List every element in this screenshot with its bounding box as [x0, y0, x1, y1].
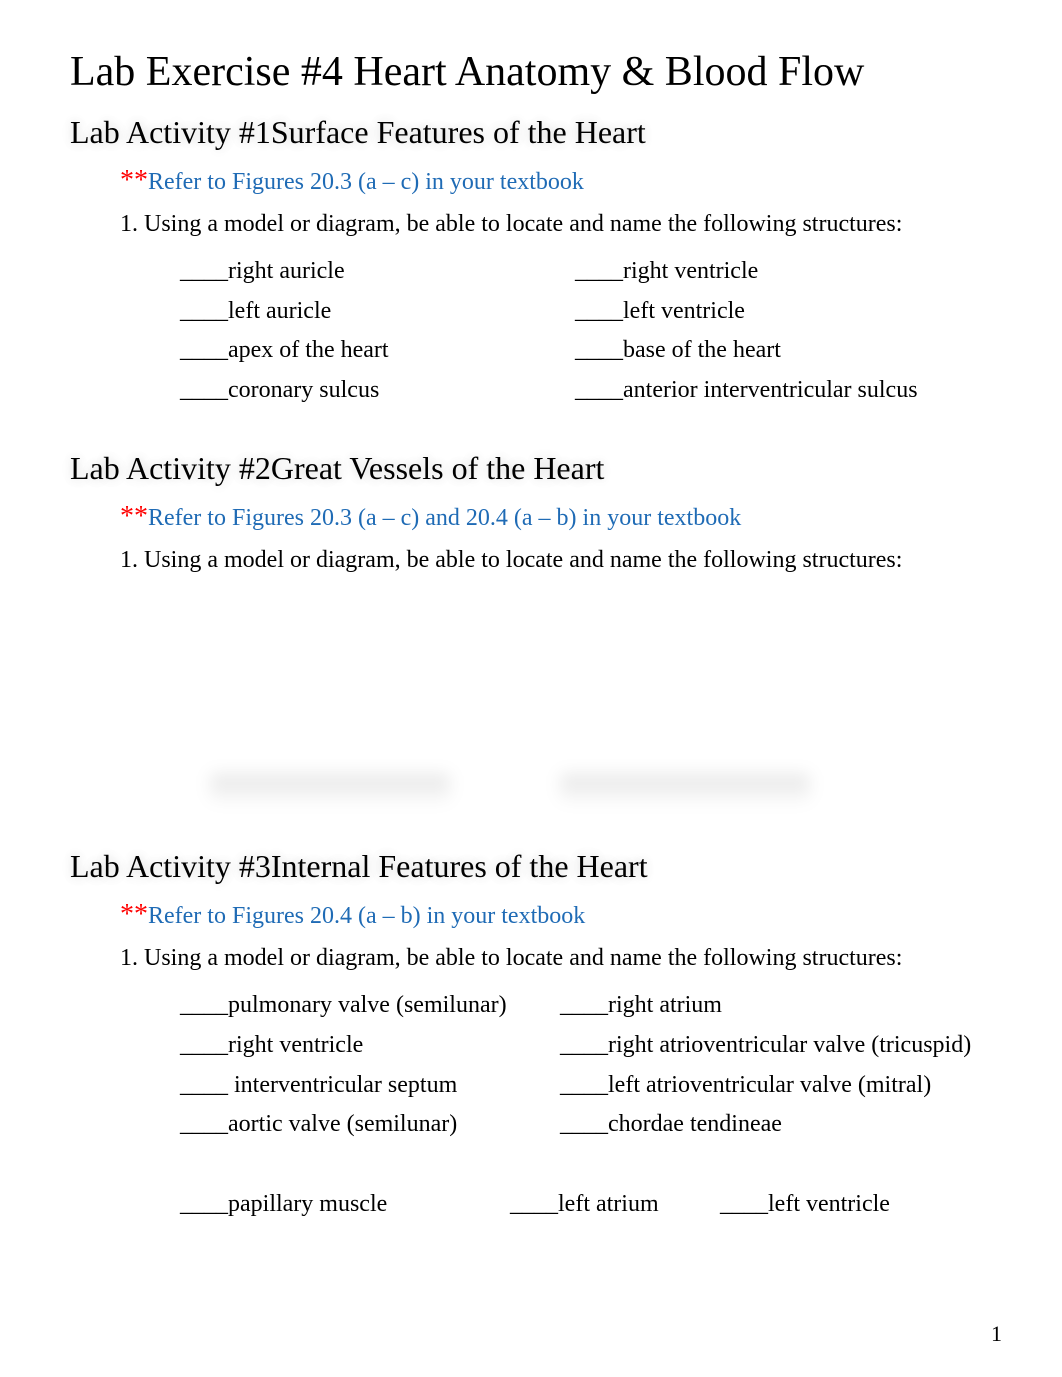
refer-text: Refer to Figures 20.3 (a – c) in your te…: [148, 169, 584, 195]
list-item: ____papillary muscle ____left atrium ___…: [180, 1185, 992, 1225]
blank-line[interactable]: ____: [510, 1191, 558, 1217]
item-label: interventricular septum: [228, 1072, 457, 1098]
blank-line[interactable]: ____: [575, 258, 623, 284]
list-item: ____apex of the heart ____base of the he…: [180, 331, 992, 371]
refer-text: Refer to Figures 20.3 (a – c) and 20.4 (…: [148, 505, 741, 531]
blank-line[interactable]: ____: [180, 1032, 228, 1058]
list-item: ____left auricle ____left ventricle: [180, 292, 992, 332]
asterisks-icon: **: [120, 501, 148, 532]
blank-line[interactable]: ____: [180, 298, 228, 324]
activity-1-checklist: ____right auricle ____right ventricle __…: [180, 252, 992, 410]
item-label: left atrium: [558, 1191, 659, 1217]
item-label: papillary muscle: [228, 1191, 387, 1217]
item-label: base of the heart: [623, 337, 781, 363]
item-label: right ventricle: [228, 1032, 363, 1058]
blank-line[interactable]: ____: [560, 1072, 608, 1098]
page-number: 1: [991, 1321, 1002, 1347]
item-label: apex of the heart: [228, 337, 389, 363]
asterisks-icon: **: [120, 899, 148, 930]
activity-1-refer: **Refer to Figures 20.3 (a – c) in your …: [120, 165, 992, 197]
item-label: anterior interventricular sulcus: [623, 377, 918, 403]
blank-line[interactable]: ____: [180, 992, 228, 1018]
blank-line[interactable]: ____: [575, 298, 623, 324]
item-label: left atrioventricular valve (mitral): [608, 1072, 931, 1098]
list-item: ____pulmonary valve (semilunar) ____righ…: [180, 986, 992, 1026]
blank-line[interactable]: ____: [180, 1191, 228, 1217]
blank-line[interactable]: ____: [180, 377, 228, 403]
item-label: left auricle: [228, 298, 331, 324]
item-label: right atrium: [608, 992, 722, 1018]
activity-3-heading: Lab Activity #3Internal Features of the …: [70, 848, 992, 885]
list-item: ____right auricle ____right ventricle: [180, 252, 992, 292]
item-label: chordae tendineae: [608, 1111, 782, 1137]
item-label: left ventricle: [768, 1191, 890, 1217]
list-item: ____coronary sulcus ____anterior interve…: [180, 371, 992, 411]
activity-3-instruction: 1. Using a model or diagram, be able to …: [120, 945, 992, 972]
item-label: right auricle: [228, 258, 345, 284]
blank-line[interactable]: ____: [560, 992, 608, 1018]
blurred-text-icon: [560, 774, 810, 802]
activity-1-heading: Lab Activity #1Surface Features of the H…: [70, 114, 992, 151]
activity-2-hidden-content: [180, 588, 992, 808]
activity-3-refer: **Refer to Figures 20.4 (a – b) in your …: [120, 899, 992, 931]
list-item: ____aortic valve (semilunar) ____chordae…: [180, 1105, 992, 1145]
list-item: ____ interventricular septum ____left at…: [180, 1066, 992, 1106]
item-label: left ventricle: [623, 298, 745, 324]
activity-2-heading: Lab Activity #2Great Vessels of the Hear…: [70, 450, 992, 487]
activity-1-instruction: 1. Using a model or diagram, be able to …: [120, 211, 992, 238]
blank-line[interactable]: ____: [180, 337, 228, 363]
item-label: coronary sulcus: [228, 377, 379, 403]
blank-line[interactable]: ____: [180, 258, 228, 284]
blank-line[interactable]: ____: [180, 1072, 228, 1098]
activity-3-checklist: ____pulmonary valve (semilunar) ____righ…: [180, 986, 992, 1144]
item-label: right ventricle: [623, 258, 758, 284]
blank-line[interactable]: ____: [180, 1111, 228, 1137]
item-label: aortic valve (semilunar): [228, 1111, 457, 1137]
activity-2-refer: **Refer to Figures 20.3 (a – c) and 20.4…: [120, 501, 992, 533]
blank-line[interactable]: ____: [575, 337, 623, 363]
list-item: ____right ventricle ____right atrioventr…: [180, 1026, 992, 1066]
item-label: pulmonary valve (semilunar): [228, 992, 507, 1018]
blank-line[interactable]: ____: [575, 377, 623, 403]
blank-line[interactable]: ____: [720, 1191, 768, 1217]
blurred-text-icon: [210, 774, 450, 802]
item-label: right atrioventricular valve (tricuspid): [608, 1032, 971, 1058]
asterisks-icon: **: [120, 165, 148, 196]
blank-line[interactable]: ____: [560, 1032, 608, 1058]
activity-2-instruction: 1. Using a model or diagram, be able to …: [120, 547, 992, 574]
page-title: Lab Exercise #4 Heart Anatomy & Blood Fl…: [70, 48, 992, 96]
refer-text: Refer to Figures 20.4 (a – b) in your te…: [148, 903, 585, 929]
activity-3-last-row: ____papillary muscle ____left atrium ___…: [180, 1185, 992, 1225]
blank-line[interactable]: ____: [560, 1111, 608, 1137]
